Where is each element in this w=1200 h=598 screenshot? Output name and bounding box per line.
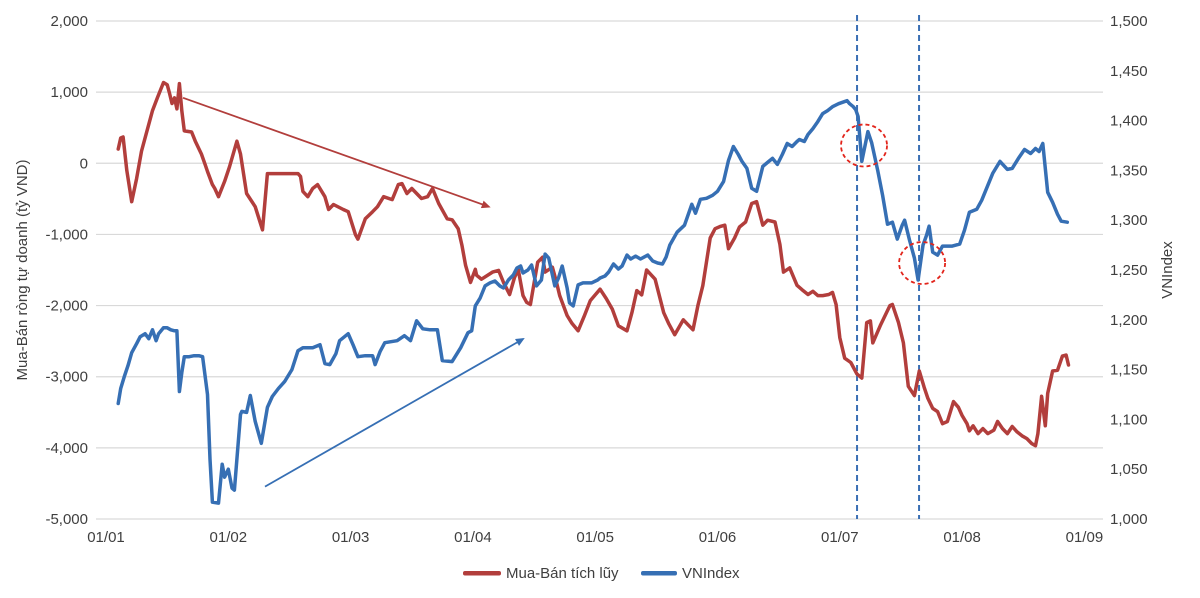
event-vlines — [856, 15, 921, 519]
x-axis-tick: 01/03 — [332, 529, 370, 546]
right-axis-tick: 1,400 — [1110, 113, 1148, 130]
x-axis-tick: 01/05 — [576, 529, 614, 546]
trend-arrows — [182, 96, 525, 488]
x-axis-tick: 01/04 — [454, 529, 492, 546]
right-axis-tick: 1,350 — [1110, 162, 1148, 179]
left-axis-tick: -3,000 — [45, 369, 88, 386]
legend-label-vnindex: VNIndex — [682, 565, 740, 582]
left-axis-tick: -4,000 — [45, 440, 88, 457]
right-axis-tick: 1,300 — [1110, 212, 1148, 229]
highlight-circle-1 — [840, 123, 888, 168]
legend-label-mua-ban: Mua-Bán tích lũy — [506, 565, 619, 582]
right-axis-tick-labels: 1,500 1,450 1,400 1,350 1,300 1,250 1,200 1,150… — [1110, 13, 1148, 528]
right-axis-tick: 1,150 — [1110, 362, 1148, 379]
blue-trend-arrow — [264, 338, 525, 488]
series-line-mua-ban-tich-luy — [116, 80, 1071, 448]
highlight-circles — [840, 123, 947, 285]
legend: Mua-Bán tích lũy VNIndex — [463, 565, 740, 582]
left-axis-tick: 2,000 — [50, 13, 88, 30]
left-axis-title: Mua-Bán ròng tự doanh (tỷ VND) — [14, 160, 31, 381]
x-axis-tick-labels: 01/01 01/02 01/03 01/04 01/05 01/06 01/07 01/08… — [87, 529, 1103, 546]
horizontal-gridlines — [96, 20, 1103, 520]
x-axis-tick: 01/06 — [699, 529, 737, 546]
right-axis-tick: 1,100 — [1110, 411, 1148, 428]
legend-swatch-mua-ban — [463, 571, 501, 576]
left-axis-tick: -2,000 — [45, 298, 88, 315]
x-axis-tick: 01/02 — [210, 529, 248, 546]
right-axis-tick: 1,450 — [1110, 63, 1148, 80]
x-axis-tick: 01/07 — [821, 529, 859, 546]
left-axis-tick: 0 — [80, 155, 88, 172]
legend-swatch-vnindex — [641, 571, 677, 576]
data-series — [116, 80, 1071, 505]
left-axis-tick-labels: 2,000 1,000 0 -1,000 -2,000 -3,000 -4,000 -5,00… — [45, 13, 88, 528]
x-axis-tick: 01/01 — [87, 529, 125, 546]
left-axis-tick: 1,000 — [50, 84, 88, 101]
right-axis-tick: 1,500 — [1110, 13, 1148, 30]
right-axis-title: VNIndex — [1159, 241, 1176, 299]
red-trend-arrow — [182, 96, 491, 209]
right-axis-tick: 1,200 — [1110, 312, 1148, 329]
left-axis-tick: -1,000 — [45, 226, 88, 243]
right-axis-tick: 1,050 — [1110, 461, 1148, 478]
left-axis-tick: -5,000 — [45, 511, 88, 528]
x-axis-tick: 01/09 — [1066, 529, 1104, 546]
series-line-vnindex — [116, 98, 1070, 505]
right-axis-tick: 1,250 — [1110, 262, 1148, 279]
right-axis-tick: 1,000 — [1110, 511, 1148, 528]
highlight-circle-2 — [898, 241, 947, 285]
x-axis-tick: 01/08 — [943, 529, 981, 546]
